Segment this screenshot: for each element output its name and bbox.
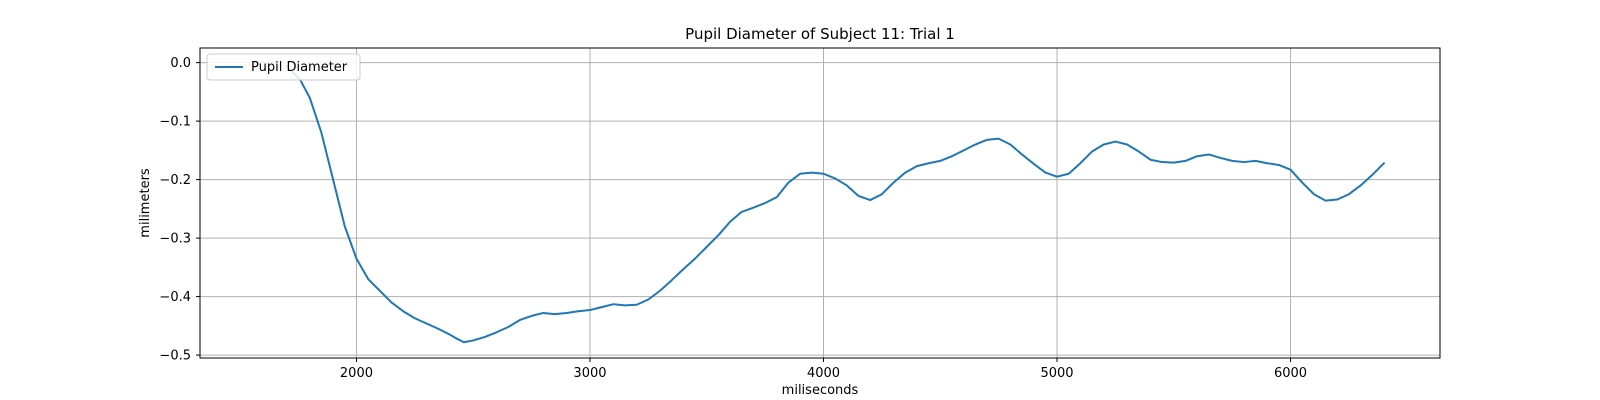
y-tick-label: −0.4 [159, 290, 191, 305]
y-tick-label: −0.3 [159, 232, 191, 247]
axis-ticks: 2000 3000 4000 5000 6000 0.0 −0.1 −0.2 −0.3 −0.4 −… [159, 56, 1307, 381]
y-tick-label: −0.1 [159, 115, 191, 130]
chart-title: Pupil Diameter of Subject 11: Trial 1 [685, 25, 955, 43]
legend-box [206, 53, 361, 81]
x-tick-label: 3000 [573, 366, 606, 381]
legend-label: Pupil Diameter [251, 60, 348, 75]
x-tick-label: 6000 [1274, 366, 1307, 381]
x-tick-label: 2000 [340, 366, 373, 381]
legend: Pupil Diameter [206, 53, 361, 81]
plot-area [200, 48, 1440, 358]
grid [200, 48, 1440, 358]
y-tick-label: −0.5 [159, 349, 191, 364]
y-axis-label: milimeters [138, 168, 153, 238]
x-tick-label: 4000 [807, 366, 840, 381]
y-tick-label: −0.2 [159, 173, 191, 188]
plot-frame [199, 47, 1441, 359]
series-layer [285, 64, 1385, 344]
x-tick-label: 5000 [1040, 366, 1073, 381]
y-tick-label: 0.0 [170, 56, 191, 71]
x-axis-label: miliseconds [782, 383, 859, 398]
series-line-0 [285, 64, 1385, 344]
